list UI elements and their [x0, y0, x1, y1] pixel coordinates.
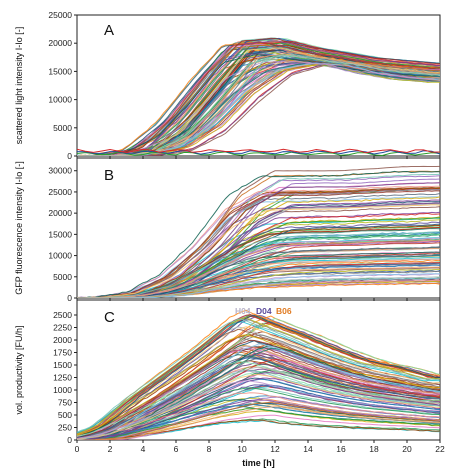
series-line-C-93 [77, 379, 440, 439]
series-line-C-82 [77, 334, 440, 436]
y-tick-label-B: 0 [67, 293, 72, 303]
x-tick-label: 14 [303, 444, 313, 454]
panel-letter-C: C [104, 309, 115, 326]
series-line-C-84 [77, 356, 440, 438]
series-line-C-69 [77, 396, 440, 440]
curve-label-b06: B06 [276, 306, 292, 316]
series-line-C-95 [77, 406, 440, 440]
y-tick-label-C: 1500 [53, 360, 72, 370]
y-tick-label-B: 10000 [48, 251, 72, 261]
y-tick-label-C: 1000 [53, 385, 72, 395]
panel-letter-A: A [104, 22, 114, 39]
y-tick-label-A: 15000 [48, 66, 72, 76]
panel-letter-B: B [104, 167, 114, 184]
series-line-C-88 [77, 314, 440, 439]
curves-A [77, 37, 440, 156]
y-tick-label-A: 25000 [48, 10, 72, 20]
curve-label-d04: D04 [256, 306, 272, 316]
curves-B [77, 165, 440, 298]
plot-frame-A [76, 14, 441, 157]
x-tick-label: 20 [402, 444, 412, 454]
x-tick-label: 10 [237, 444, 247, 454]
series-line-C-96 [77, 366, 440, 440]
series-line-C-94 [77, 318, 440, 433]
series-line-C-54 [77, 346, 440, 440]
series-line-B-27 [77, 196, 440, 298]
x-tick-label: 0 [75, 444, 80, 454]
series-line-B-94 [77, 231, 440, 298]
series-line-C-30 [77, 369, 440, 439]
series-line-C-89 [77, 392, 440, 440]
series-line-C-92 [77, 373, 440, 440]
x-tick-label: 16 [336, 444, 346, 454]
series-line-A-86 [77, 37, 440, 156]
x-tick-label: 4 [141, 444, 146, 454]
panel-B: 0 5000 10000 15000 20000 25000 30000 B GFP fluor… [14, 157, 441, 303]
outlier-line-3 [77, 148, 440, 154]
y-tick-label-C: 750 [58, 398, 72, 408]
y-axis-title-B: GFP fluorescence intensity I-Io [-] [14, 161, 24, 294]
series-line-C-78 [77, 314, 440, 436]
y-tick-label-B: 5000 [53, 272, 72, 282]
series-line-B-85 [77, 170, 440, 298]
series-line-C-42 [77, 414, 440, 440]
x-tick-label: 18 [369, 444, 379, 454]
x-tick-label: 6 [174, 444, 179, 454]
x-tick-label: 2 [108, 444, 113, 454]
series-line-C-44 [77, 334, 440, 437]
series-line-A-96 [77, 54, 440, 156]
y-tick-label-A: 0 [67, 151, 72, 161]
plot-frame-C [76, 299, 441, 441]
series-line-C-76 [77, 419, 440, 440]
x-axis-title: time [h] [242, 458, 275, 468]
y-tick-label-C: 250 [58, 423, 72, 433]
series-line-B-96 [77, 276, 440, 298]
series-line-C-38 [77, 348, 440, 437]
panel-C: 0 250 500 750 1000 1250 1500 1750 2000 2250 2500 0 2… [14, 299, 445, 468]
y-axis-title-C: vol. productivity [FU/h] [14, 325, 24, 414]
y-tick-label-B: 20000 [48, 208, 72, 218]
y-tick-label-B: 15000 [48, 229, 72, 239]
series-line-C-67 [77, 407, 440, 440]
curves-C [77, 309, 440, 440]
y-tick-label-A: 5000 [53, 123, 72, 133]
outlier-line-1 [77, 151, 440, 156]
x-tick-label: 8 [207, 444, 212, 454]
series-line-C-90 [77, 360, 440, 437]
series-line-B-95 [77, 239, 440, 298]
y-tick-label-C: 1750 [53, 348, 72, 358]
curve-label-h04: H04 [235, 306, 251, 316]
series-line-C-77 [77, 384, 440, 440]
y-tick-label-C: 500 [58, 410, 72, 420]
y-axis-title-A: scattered light intensity I-Io [-] [14, 27, 24, 145]
series-line-C-74 [77, 347, 440, 437]
y-tick-label-C: 2500 [53, 310, 72, 320]
series-line-C-80 [77, 377, 440, 440]
series-line-B-88 [77, 223, 440, 298]
y-tick-label-A: 20000 [48, 38, 72, 48]
y-tick-label-C: 0 [67, 435, 72, 445]
y-tick-label-C: 1250 [53, 373, 72, 383]
y-tick-label-C: 2250 [53, 323, 72, 333]
series-line-B-54 [77, 190, 440, 298]
series-line-C-91 [77, 343, 440, 440]
y-tick-label-B: 25000 [48, 187, 72, 197]
series-line-A-85 [77, 54, 440, 156]
series-line-C-73 [77, 317, 440, 435]
y-tick-label-C: 2000 [53, 335, 72, 345]
y-tick-label-B: 30000 [48, 166, 72, 176]
series-line-C-83 [77, 401, 440, 440]
series-line-A-87 [77, 63, 440, 156]
series-line-C-61 [77, 399, 440, 440]
series-line-B-92 [77, 204, 440, 298]
x-tick-label: 12 [270, 444, 280, 454]
x-tick-label: 22 [435, 444, 445, 454]
y-tick-label-A: 10000 [48, 95, 72, 105]
series-line-C-81 [77, 387, 440, 440]
series-line-C-86 [77, 339, 440, 439]
